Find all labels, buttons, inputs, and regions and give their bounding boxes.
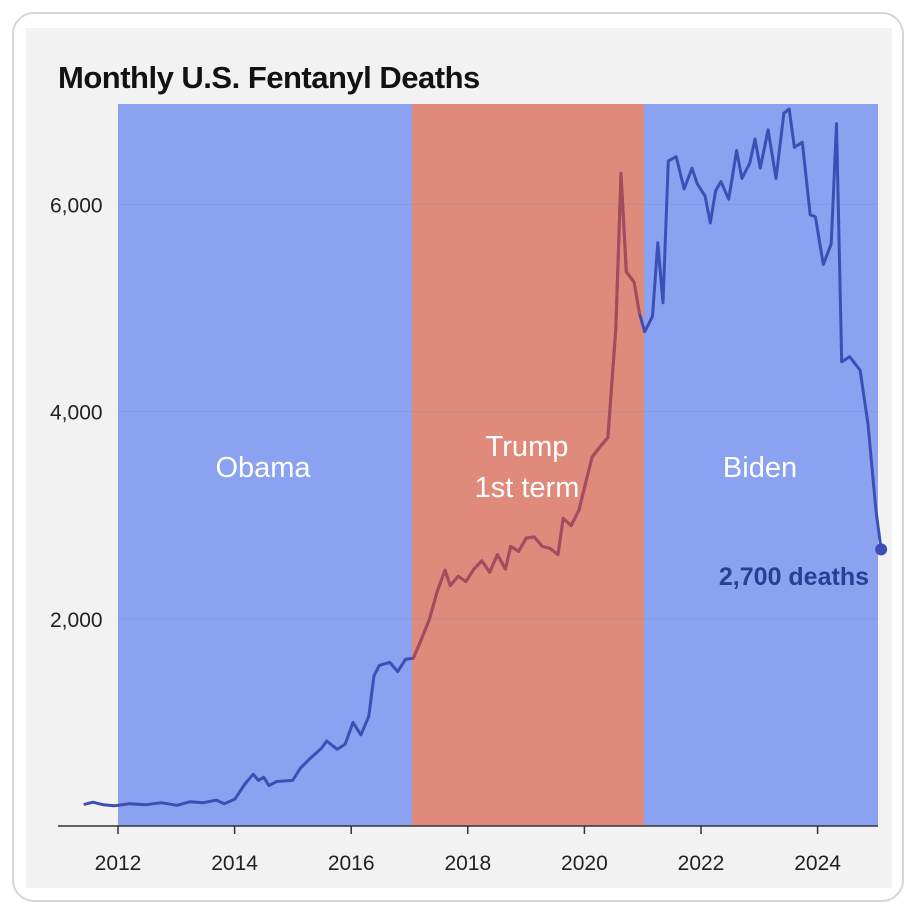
chart-title: Monthly U.S. Fentanyl Deaths bbox=[58, 60, 480, 95]
band-trump bbox=[412, 104, 644, 826]
x-tick-2018: 2018 bbox=[444, 852, 491, 875]
x-tick-2022: 2022 bbox=[678, 852, 725, 875]
x-tick-2020: 2020 bbox=[561, 852, 608, 875]
end-point-marker bbox=[875, 543, 888, 556]
y-tick-4000: 4,000 bbox=[50, 402, 103, 425]
x-tick-2024: 2024 bbox=[794, 852, 841, 875]
x-tick-2014: 2014 bbox=[211, 852, 258, 875]
y-tick-2000: 2,000 bbox=[50, 609, 103, 632]
x-tick-2012: 2012 bbox=[95, 852, 142, 875]
y-tick-6000: 6,000 bbox=[50, 194, 103, 217]
end-point-label: 2,700 deaths bbox=[719, 563, 869, 591]
band-label-biden: Biden bbox=[723, 452, 797, 484]
band-obama bbox=[118, 104, 412, 826]
x-tick-2016: 2016 bbox=[328, 852, 375, 875]
band-label-trump: Trump bbox=[486, 431, 569, 463]
band-label-obama: Obama bbox=[215, 452, 311, 484]
band-label-1st-term: 1st term bbox=[475, 472, 580, 504]
series-line-trump-segment bbox=[411, 171, 641, 660]
